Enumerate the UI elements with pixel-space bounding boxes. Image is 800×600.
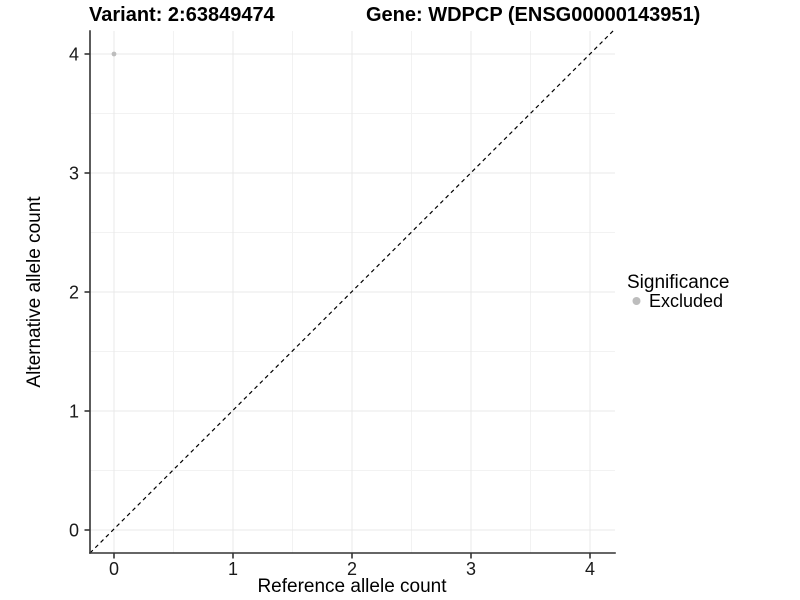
legend-entry-excluded: Excluded	[649, 291, 723, 311]
y-tick-label: 3	[69, 164, 79, 184]
legend-title: Significance	[627, 272, 729, 293]
y-tick-label: 0	[69, 521, 79, 541]
identity-reference-line	[89, 29, 615, 554]
legend: Significance Excluded	[627, 272, 729, 311]
y-tick-label: 1	[69, 402, 79, 422]
x-axis-tick-marks	[113, 553, 591, 559]
y-tick-label: 2	[69, 283, 79, 303]
y-axis-title: Alternative allele count	[24, 196, 45, 388]
x-axis-tick-labels: 0 1 2 3 4	[109, 559, 595, 579]
data-point-excluded	[111, 51, 117, 57]
x-axis-title: Reference allele count	[257, 576, 447, 597]
x-tick-label: 3	[466, 559, 476, 579]
x-tick-label: 4	[585, 559, 595, 579]
y-axis-tick-marks	[84, 53, 90, 531]
x-tick-label: 0	[109, 559, 119, 579]
plot-title-variant: Variant: 2:63849474	[89, 4, 276, 26]
y-axis-tick-labels: 4 3 2 1 0	[69, 45, 79, 541]
x-tick-label: 2	[347, 559, 357, 579]
x-tick-label: 1	[228, 559, 238, 579]
legend-marker-dot-icon	[632, 297, 641, 305]
plot-title-gene: Gene: WDPCP (ENSG00000143951)	[366, 4, 700, 26]
gridlines-major	[90, 31, 615, 553]
y-tick-label: 4	[69, 45, 79, 65]
